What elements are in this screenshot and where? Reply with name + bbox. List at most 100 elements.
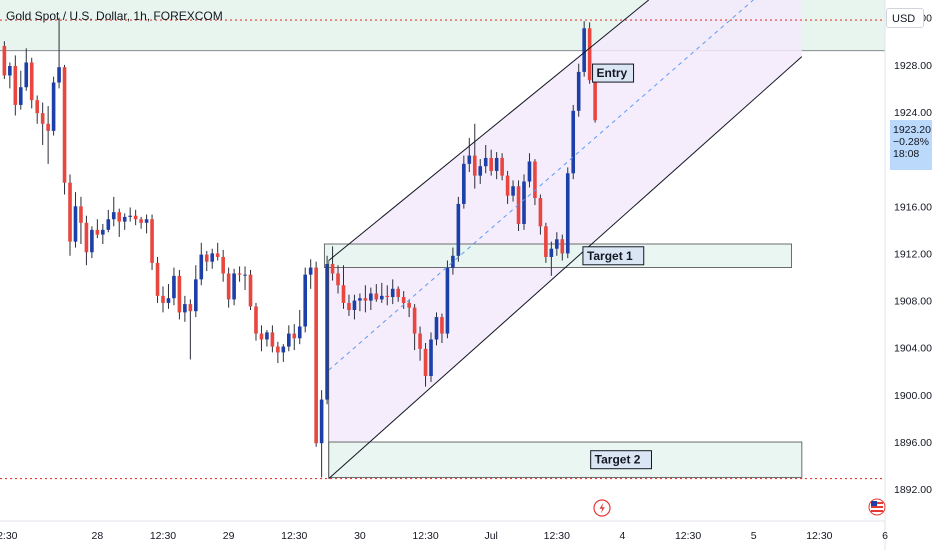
- annotation-label-0: Entry: [597, 66, 628, 80]
- currency-selector[interactable]: USD: [886, 8, 924, 28]
- candle-body: [303, 274, 308, 327]
- candle-body: [215, 253, 220, 257]
- background-layer: [0, 0, 885, 480]
- candle-body: [8, 66, 12, 76]
- candle-body: [336, 273, 340, 286]
- candle-body: [101, 229, 105, 235]
- annotation-box-2: [328, 441, 803, 478]
- x-tick-label: 4: [620, 530, 626, 542]
- annotation-label-2: Target 2: [595, 453, 641, 467]
- candle-body: [237, 273, 242, 275]
- y-tick-label: 1896.00: [894, 437, 932, 449]
- candle-body: [352, 300, 357, 311]
- candle-body: [560, 239, 565, 254]
- candle-body: [232, 273, 236, 300]
- candle-body: [582, 28, 586, 72]
- candle-body: [565, 173, 570, 254]
- candle-body: [144, 219, 149, 223]
- candle-body: [472, 155, 477, 176]
- candle-body: [276, 346, 280, 353]
- candle-body: [549, 248, 554, 257]
- channel-upper-line: [328, 0, 650, 261]
- candle-body: [183, 304, 187, 313]
- candle-body: [325, 264, 329, 400]
- candle-body: [308, 267, 313, 275]
- candle-body: [210, 253, 215, 262]
- candle-body: [13, 66, 18, 105]
- candle-body: [423, 348, 428, 377]
- candle-body: [347, 302, 351, 311]
- candle-body: [18, 87, 23, 105]
- candle-body: [576, 71, 581, 111]
- candle-body: [363, 298, 368, 301]
- candle-body: [571, 110, 576, 174]
- candle-body: [254, 306, 258, 334]
- candle-body: [374, 293, 379, 300]
- candle-body: [369, 293, 373, 301]
- candle-body: [390, 288, 395, 298]
- candle-body: [379, 295, 384, 300]
- channel-lower-line: [328, 56, 803, 479]
- candle-body: [90, 229, 94, 253]
- annotation-label-1: Target 1: [587, 249, 633, 263]
- candle-body: [62, 67, 67, 183]
- candle-body: [538, 198, 543, 227]
- candle-body: [95, 229, 100, 235]
- candle-body: [177, 275, 182, 313]
- candle-body: [2, 45, 7, 76]
- candle-body: [40, 113, 45, 124]
- candle-body: [248, 274, 253, 307]
- candle-body: [533, 161, 537, 199]
- candle-body: [259, 333, 264, 340]
- y-tick-label: 1900.00: [894, 390, 932, 402]
- candle-body: [451, 255, 455, 268]
- candle-body: [330, 264, 335, 274]
- candle-body: [527, 161, 532, 182]
- candle-body: [161, 295, 165, 303]
- x-tick-label: 12:30: [412, 530, 438, 542]
- candle-body: [341, 285, 346, 303]
- x-tick-label: 6: [882, 530, 888, 542]
- candle-body: [483, 157, 488, 167]
- candle-body: [286, 333, 291, 347]
- candle-body: [194, 279, 198, 312]
- candle-body: [172, 275, 176, 299]
- y-tick-label: 1924.00: [894, 107, 932, 119]
- lightning-icon[interactable]: [593, 499, 611, 517]
- x-tick-label: 12:30: [675, 530, 701, 542]
- candle-body: [396, 288, 401, 298]
- x-tick-label: 29: [223, 530, 235, 542]
- candle-body: [243, 274, 247, 276]
- x-tick-label: 12:30: [281, 530, 307, 542]
- x-tick-label: 12:30: [544, 530, 570, 542]
- annotation-label-bg-1: [582, 246, 645, 266]
- candle-body: [478, 166, 483, 176]
- x-tick-label: 12:30: [806, 530, 832, 542]
- x-tick-label: 12:30: [0, 530, 18, 542]
- last-price-change: −0.28%: [893, 136, 929, 148]
- y-tick-label: 1912.00: [894, 248, 932, 260]
- us-flag-icon[interactable]: [868, 498, 886, 516]
- candle-body: [456, 203, 461, 256]
- icons-layer: [593, 498, 886, 517]
- candle-body: [358, 298, 362, 301]
- candle-body: [462, 163, 466, 204]
- x-tick-label: Jul: [484, 530, 497, 542]
- candle-body: [221, 256, 225, 274]
- candle-body: [150, 219, 154, 263]
- last-price-value: 1923.20: [893, 124, 931, 136]
- candle-body: [139, 219, 143, 223]
- candle-body: [445, 267, 450, 334]
- last-price-label: 1923.20 −0.28% 18:08: [890, 120, 932, 170]
- x-tick-label: 5: [751, 530, 757, 542]
- candle-body: [51, 82, 56, 131]
- candle-body: [265, 332, 269, 340]
- candle-body: [57, 67, 61, 83]
- candle-body: [46, 123, 50, 131]
- candle-body: [199, 254, 204, 280]
- candles-layer: [2, 17, 597, 478]
- candle-body: [505, 175, 510, 196]
- x-tick-label: 30: [354, 530, 366, 542]
